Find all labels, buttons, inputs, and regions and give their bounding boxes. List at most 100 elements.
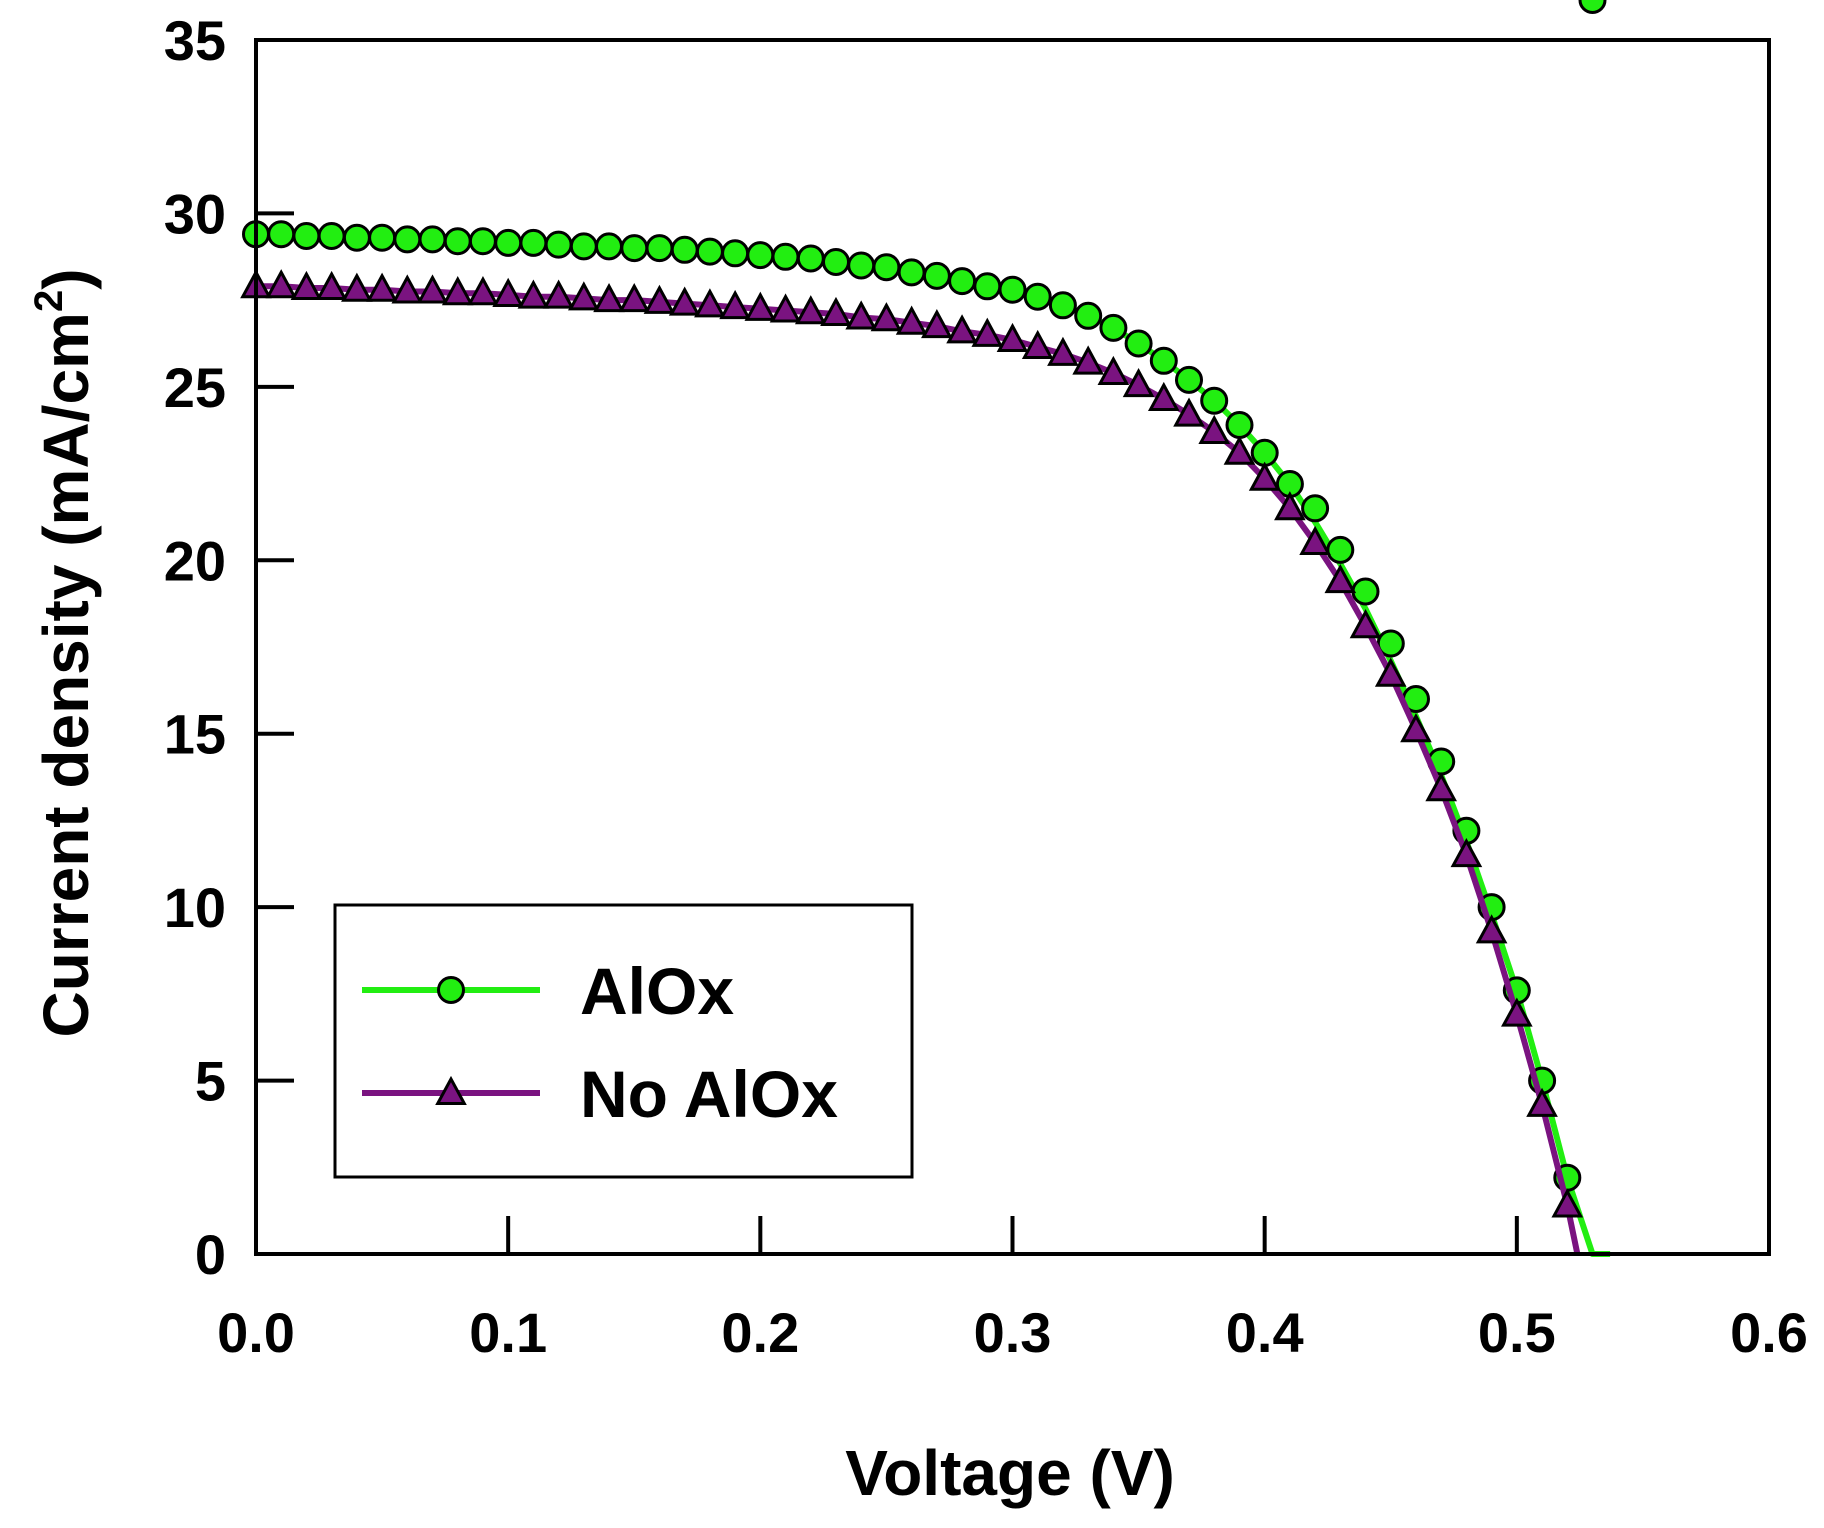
data-point-no-alox: [1374, 657, 1407, 687]
data-point-no-alox: [845, 300, 878, 330]
data-point-alox: [443, 227, 472, 256]
y-tick-label: 10: [164, 876, 226, 939]
y-tick-label: 15: [164, 703, 226, 766]
data-point-alox: [393, 225, 422, 254]
data-point-no-alox: [618, 282, 651, 313]
data-point-no-alox: [668, 286, 701, 316]
data-point-no-alox: [996, 322, 1029, 353]
data-point-alox: [1250, 438, 1279, 467]
data-point-alox: [368, 223, 397, 252]
data-point-alox: [1578, 0, 1607, 14]
data-point-no-alox: [1097, 355, 1130, 385]
data-point-no-alox: [1173, 397, 1205, 427]
x-tick-label: 0.5: [1478, 1301, 1556, 1364]
data-point-alox: [822, 248, 850, 276]
x-tick-label: 0.4: [1226, 1301, 1304, 1364]
data-point-no-alox: [542, 279, 575, 309]
data-point-alox: [494, 228, 523, 257]
data-point-no-alox: [1299, 525, 1331, 555]
data-point-no-alox: [895, 305, 928, 335]
data-point-no-alox: [366, 272, 398, 302]
x-tick-label: 0.1: [469, 1301, 547, 1364]
data-point-no-alox: [492, 277, 524, 307]
data-point-alox: [1149, 346, 1178, 375]
data-point-no-alox: [341, 272, 373, 302]
data-point-no-alox: [1122, 367, 1155, 398]
data-point-no-alox: [1501, 997, 1533, 1027]
data-point-no-alox: [1551, 1188, 1584, 1218]
data-point-no-alox: [1274, 491, 1306, 521]
data-point-alox: [1048, 291, 1077, 320]
data-point-alox: [1074, 301, 1103, 330]
data-point-alox: [1351, 577, 1380, 606]
data-point-alox: [922, 261, 951, 290]
x-tick-label: 0.2: [721, 1301, 799, 1364]
data-point-no-alox: [441, 276, 474, 306]
data-point-alox: [1200, 386, 1229, 415]
data-point-no-alox: [719, 289, 751, 320]
data-point-no-alox: [1526, 1087, 1558, 1117]
data-point-no-alox: [1147, 381, 1180, 411]
data-point-no-alox: [467, 276, 499, 306]
data-point-alox: [418, 225, 447, 254]
data-point-no-alox: [1400, 713, 1432, 743]
data-point-alox: [1099, 313, 1128, 342]
legend-box: [333, 903, 914, 1179]
data-point-alox: [292, 222, 321, 250]
data-point-alox: [872, 253, 901, 282]
data-point-alox: [670, 235, 699, 264]
data-point-alox: [1301, 494, 1330, 523]
y-tick-label: 5: [195, 1050, 226, 1113]
data-point-no-alox: [1324, 563, 1357, 594]
data-point-no-alox: [391, 274, 424, 304]
data-point-alox: [897, 258, 926, 287]
data-point-alox: [746, 241, 775, 270]
y-axis-title-main: Current density (mA/cm: [30, 312, 102, 1037]
data-point-no-alox: [1223, 435, 1256, 465]
data-point-no-alox: [315, 270, 348, 301]
legend-label-alox: AlOx: [580, 954, 734, 1028]
y-tick-label: 25: [164, 356, 226, 419]
data-point-alox: [695, 237, 724, 266]
data-point-alox: [544, 230, 573, 259]
data-point-alox: [317, 222, 346, 250]
data-point-alox: [519, 228, 548, 257]
data-point-no-alox: [694, 288, 726, 318]
y-axis-title-close: ): [30, 268, 102, 289]
series-layer: [240, 0, 1611, 1257]
y-tick-label: 30: [164, 182, 226, 245]
data-point-no-alox: [290, 270, 323, 301]
data-point-alox: [267, 220, 296, 249]
data-point-no-alox: [593, 282, 625, 313]
data-point-no-alox: [820, 296, 852, 327]
y-tick-label: 0: [195, 1223, 226, 1286]
legend-marker-no-alox: [435, 1075, 467, 1105]
data-point-no-alox: [567, 281, 600, 311]
data-point-no-alox: [1021, 329, 1054, 359]
data-point-alox: [721, 239, 750, 268]
data-point-no-alox: [921, 309, 953, 339]
legend: AlOx No AlOx: [333, 903, 914, 1179]
data-point-no-alox: [1475, 914, 1508, 944]
data-point-alox: [1326, 535, 1355, 564]
data-point-no-alox: [744, 291, 777, 321]
legend-marker-alox: [437, 976, 465, 1004]
data-point-alox: [1376, 629, 1405, 658]
data-point-alox: [973, 272, 1002, 301]
axis-layer: 0.0 0.1 0.2 0.3 0.4 0.5 0.6 0 5 10 15 20 25 30 35: [164, 9, 1808, 1364]
legend-label-no-alox: No AlOx: [580, 1057, 838, 1131]
data-point-alox: [342, 223, 371, 252]
data-point-alox: [771, 242, 800, 271]
data-point-alox: [595, 232, 623, 261]
data-point-no-alox: [1425, 772, 1458, 802]
data-point-alox: [796, 244, 825, 273]
data-point-alox: [847, 251, 876, 280]
data-point-alox: [1023, 282, 1052, 311]
data-point-no-alox: [794, 295, 827, 325]
data-point-alox: [645, 234, 674, 263]
data-point-no-alox: [1198, 414, 1231, 444]
data-point-no-alox: [517, 279, 550, 309]
data-point-alox: [1124, 329, 1153, 358]
y-tick-label: 20: [164, 529, 226, 592]
